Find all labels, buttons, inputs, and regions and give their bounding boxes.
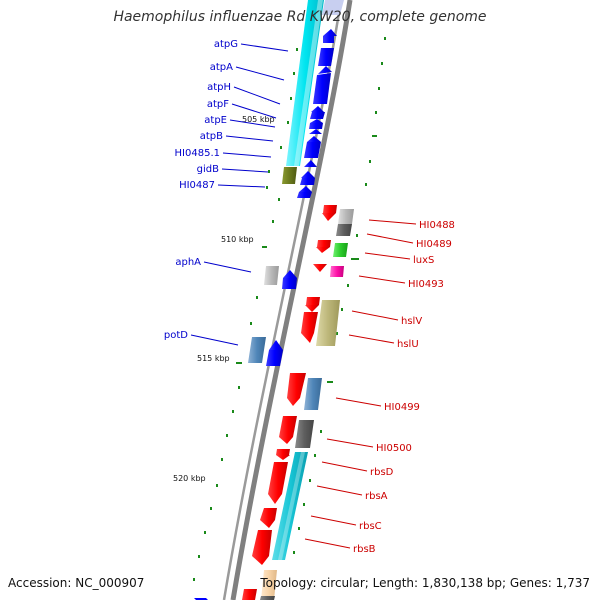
gene-label-rbsC[interactable]: rbsC bbox=[359, 521, 382, 532]
gene-label-HI0488[interactable]: HI0488 bbox=[419, 220, 455, 231]
gene-label-HI0487[interactable]: HI0487 bbox=[179, 180, 215, 191]
gene-bottom-red[interactable] bbox=[242, 589, 257, 600]
gene-aphA-arrow[interactable] bbox=[283, 270, 297, 278]
gene-aphA-gray[interactable] bbox=[264, 266, 279, 285]
forward-strand-genes bbox=[248, 0, 344, 366]
gene-label-HI0485.1[interactable]: HI0485.1 bbox=[175, 148, 220, 159]
gene-rbsB-red[interactable] bbox=[252, 530, 272, 565]
gene-label-HI0493[interactable]: HI0493 bbox=[408, 279, 444, 290]
gene-label-atpG[interactable]: atpG bbox=[214, 39, 238, 50]
gene-gidB-box[interactable] bbox=[282, 167, 297, 184]
gene-label-HI0489[interactable]: HI0489 bbox=[416, 239, 452, 250]
gene-atpB-body[interactable] bbox=[304, 142, 321, 158]
gene-label-rbsD[interactable]: rbsD bbox=[370, 467, 394, 478]
gene-luxS-arrow[interactable] bbox=[316, 247, 330, 253]
gene-potD-body[interactable] bbox=[266, 350, 283, 366]
gene-lightblue-cap bbox=[322, 0, 344, 15]
gene-HI0488-body[interactable] bbox=[323, 205, 337, 213]
gene-label-aphA[interactable]: aphA bbox=[175, 257, 201, 268]
gene-HI0499-red[interactable] bbox=[287, 373, 306, 406]
gene-potD-arrow[interactable] bbox=[269, 340, 283, 350]
forward-label-leaders bbox=[190, 43, 289, 346]
gene-atpH-body[interactable] bbox=[310, 112, 325, 119]
gc-content-track-outer bbox=[365, 37, 386, 186]
accession-text: Accession: NC_000907 bbox=[8, 576, 145, 590]
genome-summary-text: Topology: circular; Length: 1,830,138 bp… bbox=[260, 576, 590, 590]
gene-luxS-green[interactable] bbox=[333, 243, 348, 257]
gene-label-atpH[interactable]: atpH bbox=[207, 82, 231, 93]
gene-label-potD[interactable]: potD bbox=[164, 330, 188, 341]
gene-label-atpB[interactable]: atpB bbox=[200, 131, 223, 142]
gene-aphA-body[interactable] bbox=[282, 278, 297, 289]
gene-atpA-arrow[interactable] bbox=[318, 66, 332, 74]
gene-label-hslU[interactable]: hslU bbox=[397, 339, 419, 350]
gene-label-atpE[interactable]: atpE bbox=[204, 115, 227, 126]
gene-luxS-red[interactable] bbox=[317, 240, 331, 247]
gene-rbsC-red[interactable] bbox=[260, 508, 277, 528]
gene-rbs-cyan-stripe bbox=[278, 452, 305, 560]
gene-hslV-khaki[interactable] bbox=[316, 300, 340, 346]
gene-label-HI0500[interactable]: HI0500 bbox=[376, 443, 412, 454]
gene-hslV-arrow[interactable] bbox=[305, 305, 319, 312]
gene-atpG-arrow[interactable] bbox=[323, 29, 337, 43]
gene-label-atpF[interactable]: atpF bbox=[207, 99, 229, 110]
gene-atpF-arrow[interactable] bbox=[310, 119, 323, 123]
gene-hslU-red[interactable] bbox=[301, 312, 318, 343]
gene-rbsD-red[interactable] bbox=[276, 449, 290, 455]
reverse-strand-genes bbox=[194, 205, 354, 600]
gene-label-luxS[interactable]: luxS bbox=[413, 255, 434, 266]
gene-potD-steel[interactable] bbox=[248, 337, 266, 363]
gene-HI0485.1-arrow[interactable] bbox=[304, 160, 317, 167]
gene-HI0500-red[interactable] bbox=[279, 416, 297, 444]
reverse-label-leaders bbox=[304, 219, 417, 549]
gene-atpH-arrow[interactable] bbox=[311, 106, 324, 112]
gene-HI0489-dgray[interactable] bbox=[336, 224, 352, 236]
gene-HI0500-dgray[interactable] bbox=[295, 420, 314, 448]
gene-label-rbsB[interactable]: rbsB bbox=[353, 544, 376, 555]
gene-bottom-gray[interactable] bbox=[260, 596, 275, 600]
gene-rbsD-arrow[interactable] bbox=[276, 455, 290, 460]
kbp-label-515: 515 kbp bbox=[197, 354, 230, 363]
gene-gidB-arrow-head[interactable] bbox=[301, 171, 315, 178]
gene-hslV-red[interactable] bbox=[306, 297, 320, 305]
gene-HI0488-arrow[interactable] bbox=[322, 213, 336, 221]
kbp-label-505: 505 kbp bbox=[242, 115, 275, 124]
gene-HI0487-body[interactable] bbox=[297, 192, 312, 198]
gene-label-rbsA[interactable]: rbsA bbox=[365, 491, 388, 502]
forward-gene-labels: atpG atpA atpH atpF atpE atpB HI0485.1 g… bbox=[164, 39, 238, 341]
reverse-gene-labels: HI0488 HI0489 luxS HI0493 hslV hslU HI04… bbox=[353, 220, 455, 555]
map-title: Haemophilus influenzae Rd KW20, complete… bbox=[113, 9, 487, 25]
gene-rbs-cyan-operon[interactable] bbox=[272, 452, 308, 560]
gene-cyan-operon-stripe bbox=[294, 0, 323, 166]
gene-label-atpA[interactable]: atpA bbox=[210, 62, 233, 73]
gene-atpB-arrow[interactable] bbox=[307, 136, 321, 142]
gene-cyan-operon-upper[interactable] bbox=[286, 0, 324, 166]
gene-atpE-arrow[interactable] bbox=[309, 129, 322, 134]
gene-HI0499-steel[interactable] bbox=[304, 378, 322, 410]
gc-content-track-inner bbox=[193, 198, 280, 581]
gene-gidB-arrow[interactable] bbox=[300, 178, 315, 185]
gene-bottom-peach[interactable] bbox=[261, 570, 277, 600]
gene-label-HI0499[interactable]: HI0499 bbox=[384, 402, 420, 413]
gene-atpF-body[interactable] bbox=[309, 123, 323, 129]
gene-HI0493-magenta[interactable] bbox=[330, 266, 344, 277]
gene-label-hslV[interactable]: hslV bbox=[401, 316, 422, 327]
gene-atpG-body[interactable] bbox=[318, 48, 334, 66]
gene-label-gidB[interactable]: gidB bbox=[197, 164, 219, 175]
kbp-label-520: 520 kbp bbox=[173, 474, 206, 483]
position-axis-labels: 505 kbp 510 kbp 515 kbp 520 kbp bbox=[173, 115, 275, 483]
gene-HI0488-gray[interactable] bbox=[338, 209, 354, 224]
gene-HI0487-arrow[interactable] bbox=[299, 186, 312, 192]
gene-rbsA-red[interactable] bbox=[268, 462, 288, 504]
gene-HI0493-red[interactable] bbox=[313, 264, 327, 272]
gene-atpA-body[interactable] bbox=[313, 73, 331, 104]
kbp-label-510: 510 kbp bbox=[221, 235, 254, 244]
